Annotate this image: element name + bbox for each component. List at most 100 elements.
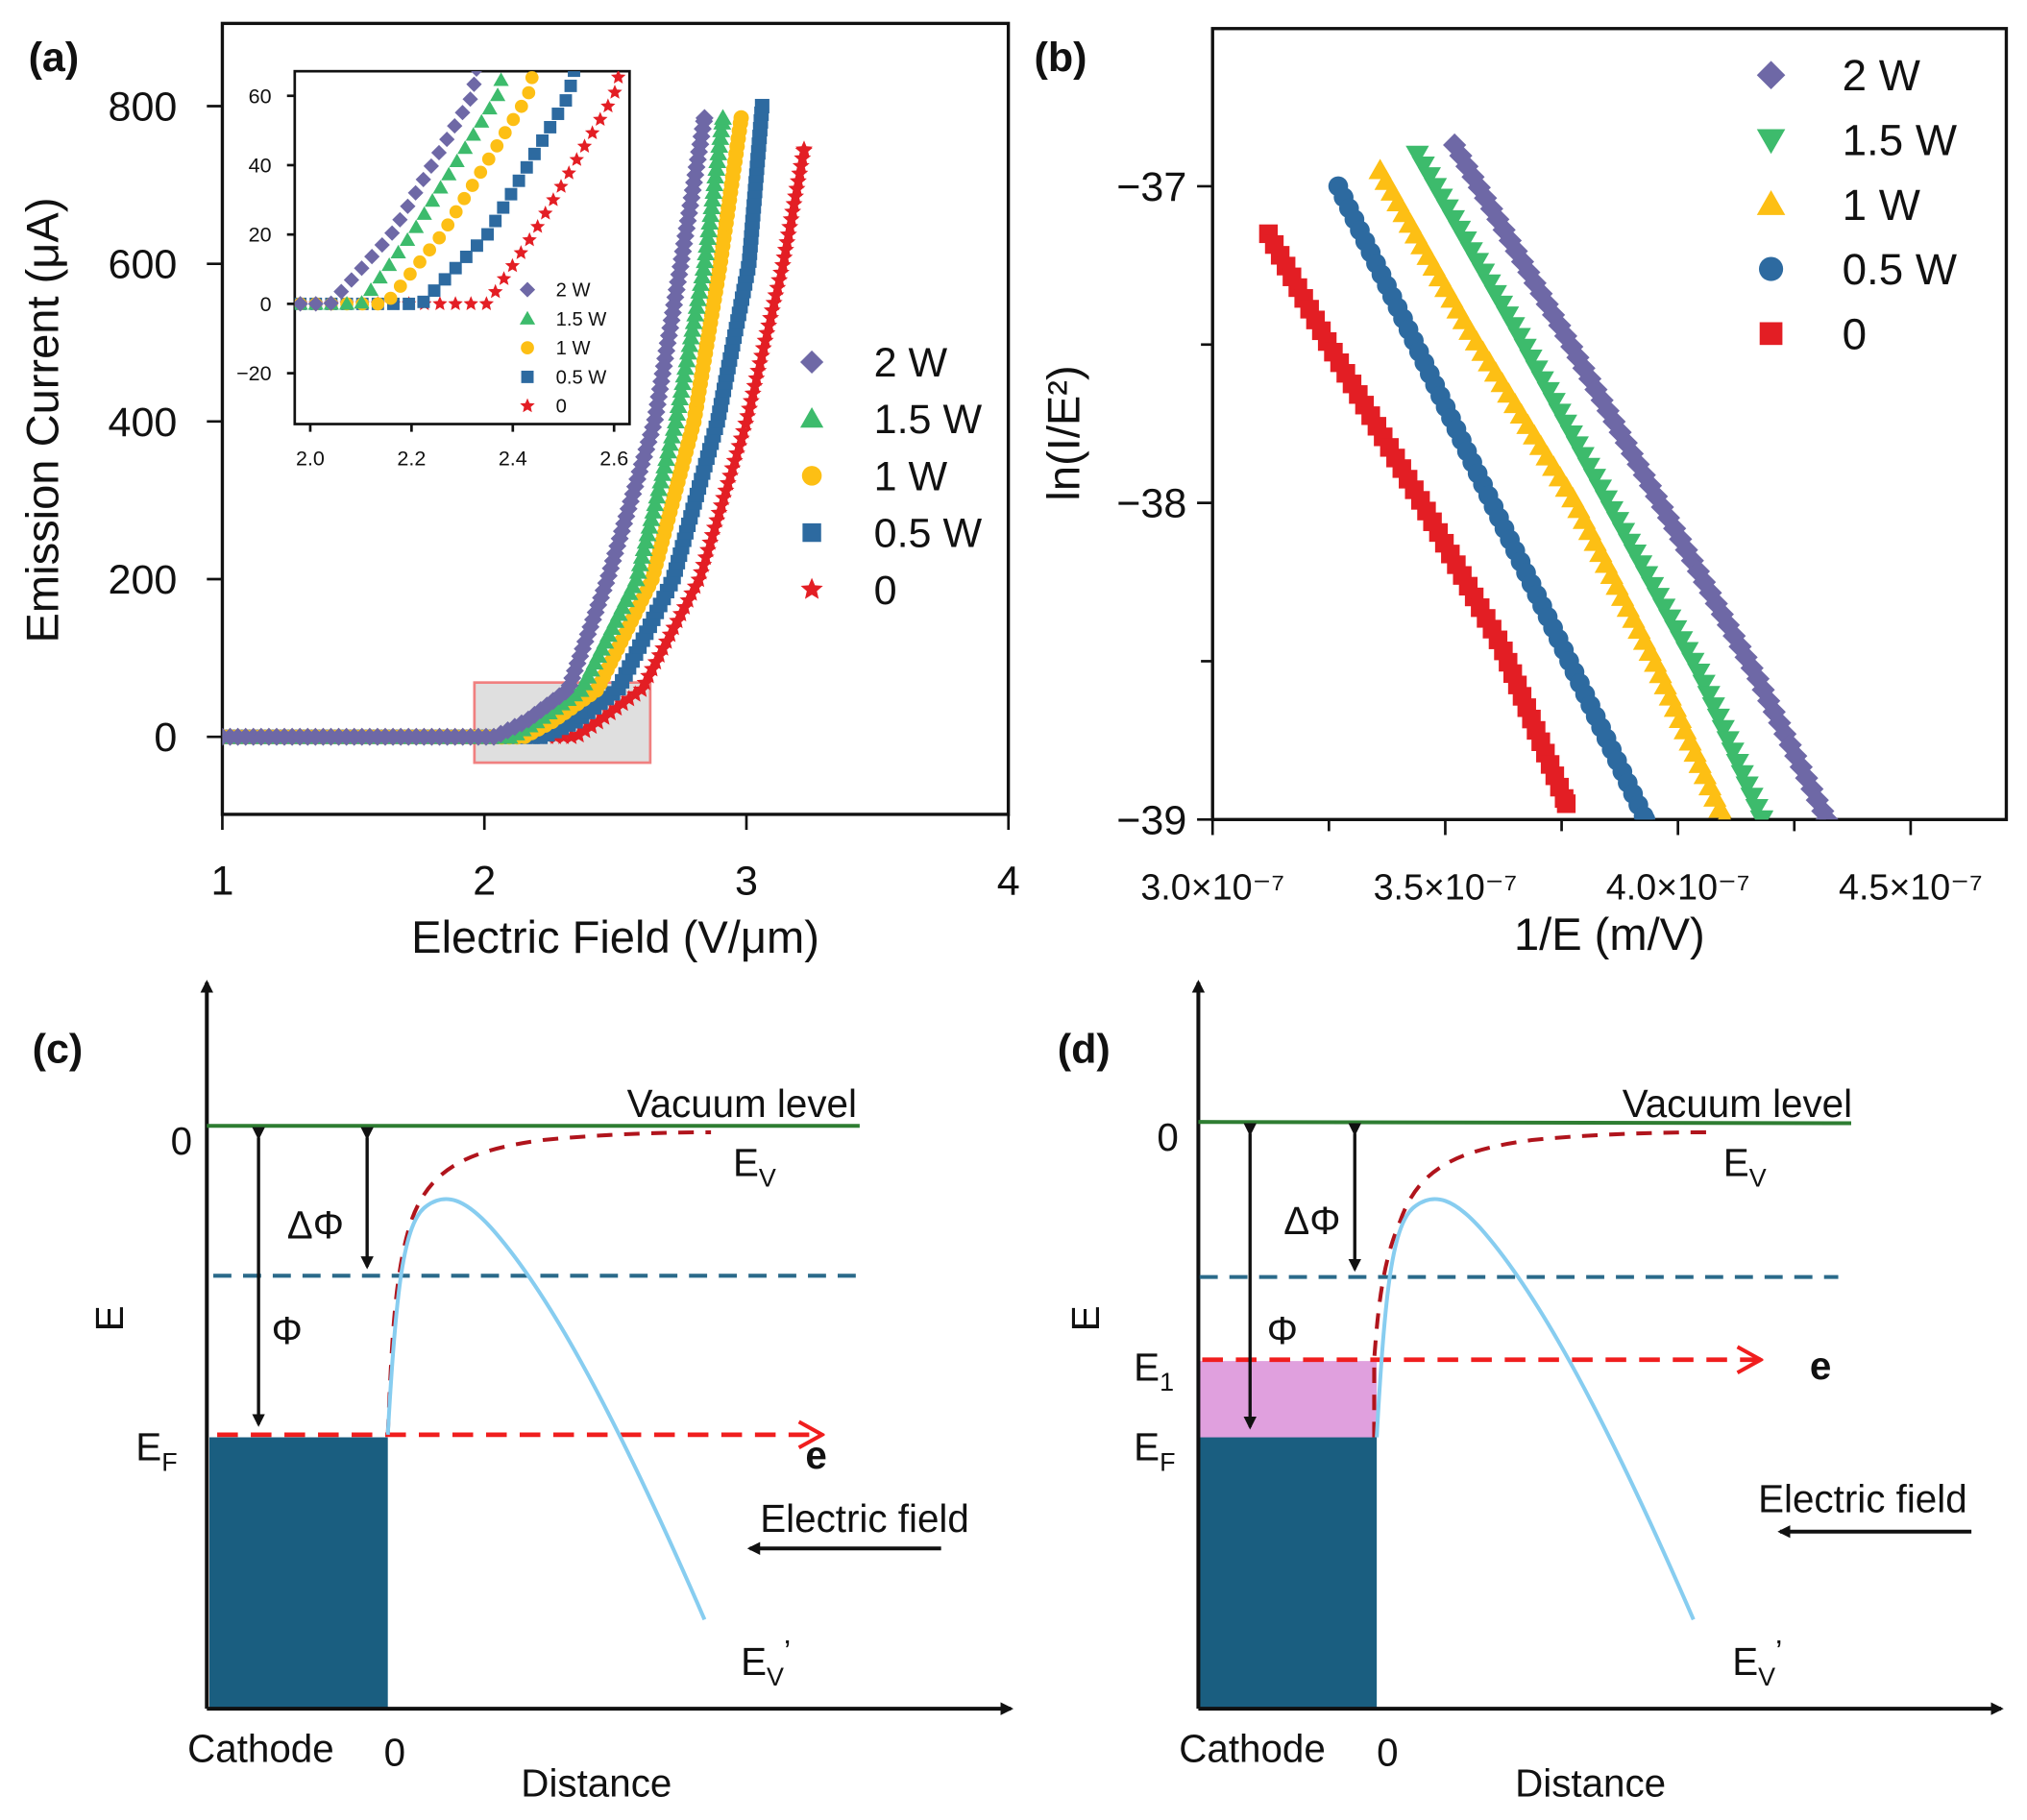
data-point bbox=[1536, 381, 1560, 403]
data-point bbox=[383, 291, 398, 305]
data-point bbox=[497, 201, 510, 214]
data-point bbox=[441, 218, 455, 232]
x-tick-label: 2.2 bbox=[397, 448, 426, 471]
data-point bbox=[91, 296, 106, 310]
data-point bbox=[246, 296, 260, 310]
y-tick-label: −20 bbox=[236, 362, 272, 385]
legend-label: 0 bbox=[1843, 309, 1867, 358]
x-tick-label: 3.0×10⁻⁷ bbox=[1140, 867, 1284, 908]
data-point bbox=[514, 99, 528, 113]
data-point bbox=[1701, 697, 1725, 718]
data-point bbox=[769, 279, 787, 296]
x-tick-label: 2 bbox=[473, 858, 496, 904]
data-point bbox=[618, 39, 632, 54]
data-point bbox=[1815, 808, 1839, 820]
data-point bbox=[715, 489, 733, 506]
data-point bbox=[594, 581, 613, 600]
zero-distance-label: 0 bbox=[1377, 1730, 1398, 1774]
data-point bbox=[744, 384, 762, 401]
inset-legend: 2 W 1.5 W 1 W 0.5 W 0 bbox=[519, 280, 607, 418]
data-point bbox=[1429, 188, 1453, 209]
cathode-label: Cathode bbox=[187, 1726, 334, 1770]
data-point bbox=[122, 296, 137, 311]
legend-marker bbox=[1756, 61, 1786, 90]
data-point bbox=[610, 71, 626, 84]
data-point bbox=[1600, 500, 1624, 522]
data-point bbox=[737, 414, 755, 431]
data-point bbox=[183, 296, 199, 309]
data-point bbox=[490, 139, 504, 153]
data-point bbox=[423, 158, 439, 175]
data-point bbox=[752, 347, 770, 364]
data-point bbox=[449, 205, 463, 219]
data-point bbox=[758, 324, 776, 341]
data-point bbox=[510, 0, 525, 11]
data-point bbox=[1465, 253, 1490, 274]
ef-label: EF bbox=[1134, 1425, 1175, 1477]
data-point bbox=[362, 282, 379, 297]
x-axis-label-a: Electric Field (V/μm) bbox=[411, 911, 819, 962]
data-point bbox=[490, 87, 506, 102]
data-point bbox=[624, 9, 639, 23]
data-point bbox=[333, 283, 350, 300]
electron-label: e bbox=[1810, 1344, 1831, 1388]
data-point bbox=[571, 49, 583, 61]
data-point bbox=[474, 113, 490, 128]
data-point bbox=[1548, 403, 1572, 425]
data-point bbox=[1417, 167, 1442, 188]
legend-marker bbox=[800, 577, 823, 599]
electric-field-label: Electric field bbox=[1758, 1477, 1967, 1521]
data-point bbox=[432, 231, 447, 245]
legend-marker bbox=[519, 310, 536, 325]
data-point bbox=[503, 27, 519, 40]
legend-b: 2 W 1.5 W 1 W 0.5 W 0 bbox=[1756, 51, 1958, 358]
legend-label: 1.5 W bbox=[556, 309, 607, 330]
data-point bbox=[564, 79, 577, 92]
data-point bbox=[432, 296, 448, 310]
data-point bbox=[416, 206, 432, 220]
data-point bbox=[525, 71, 539, 85]
data-point bbox=[721, 466, 740, 484]
data-point bbox=[528, 56, 542, 69]
data-point bbox=[1605, 512, 1630, 533]
data-point bbox=[628, 0, 643, 8]
data-point bbox=[1658, 609, 1682, 630]
x-tick-label: 4 bbox=[997, 858, 1020, 904]
data-point bbox=[1510, 250, 1535, 274]
data-point bbox=[782, 210, 800, 228]
data-point bbox=[542, 0, 555, 9]
data-point bbox=[403, 267, 417, 281]
data-point bbox=[76, 296, 90, 310]
data-point bbox=[0, 296, 13, 309]
legend-label: 2 W bbox=[556, 280, 591, 302]
data-point bbox=[522, 85, 536, 100]
data-point bbox=[767, 286, 785, 303]
data-point bbox=[168, 296, 183, 309]
y-axis-label-a: Emission Current (μA) bbox=[17, 197, 68, 643]
data-point bbox=[763, 301, 781, 318]
data-point bbox=[705, 519, 723, 536]
data-point bbox=[1634, 566, 1659, 587]
data-point bbox=[551, 108, 565, 120]
data-point bbox=[498, 126, 512, 140]
data-point bbox=[513, 245, 528, 259]
data-point bbox=[699, 541, 717, 558]
data-point bbox=[201, 298, 213, 310]
legend-marker bbox=[520, 398, 535, 413]
data-point bbox=[447, 118, 463, 134]
data-point bbox=[457, 140, 474, 155]
panel-label-c: (c) bbox=[33, 1026, 84, 1072]
data-point bbox=[789, 172, 807, 189]
legend-marker bbox=[799, 350, 824, 375]
data-point bbox=[471, 239, 483, 253]
data-point bbox=[465, 127, 481, 141]
data-point bbox=[529, 218, 546, 233]
data-point bbox=[466, 76, 482, 92]
data-point bbox=[481, 152, 496, 166]
data-point bbox=[1565, 436, 1589, 457]
data-point bbox=[153, 296, 168, 311]
data-point bbox=[626, 685, 645, 702]
distance-label: Distance bbox=[1515, 1761, 1666, 1806]
x-tick-label: 2.0 bbox=[296, 448, 325, 471]
